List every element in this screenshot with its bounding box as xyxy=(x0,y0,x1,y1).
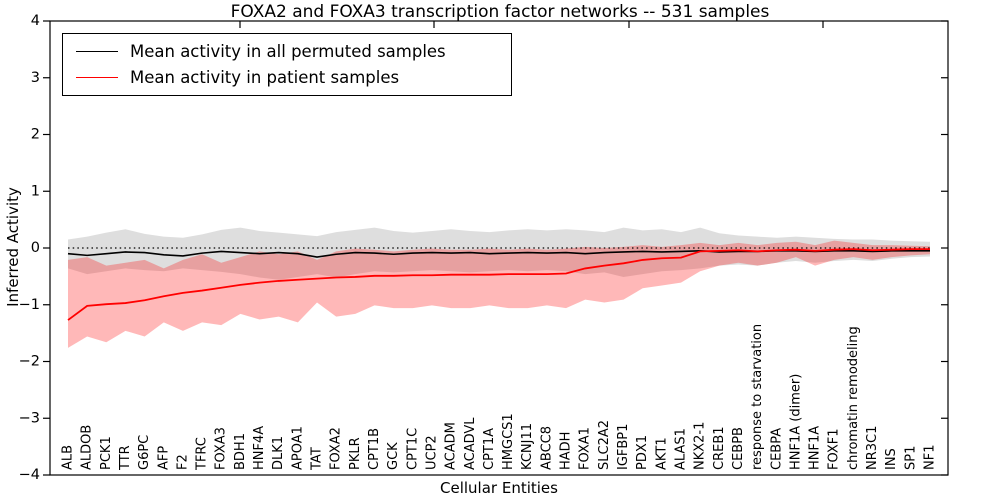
y-tick-label: −2 xyxy=(19,354,40,370)
mean-lines xyxy=(67,248,930,321)
y-tick-label: −1 xyxy=(19,297,40,313)
x-tick-label: TTR xyxy=(118,445,133,471)
x-tick-label: F2 xyxy=(175,454,190,470)
axis-ticks xyxy=(43,20,948,476)
y-tick-label: 2 xyxy=(31,127,40,143)
x-tick-label: AFP xyxy=(156,446,171,470)
x-tick-label: FOXF1 xyxy=(827,428,842,470)
x-tick-label: FOXA3 xyxy=(214,427,229,470)
y-tick-label: −3 xyxy=(19,410,40,426)
x-tick-label: CEBPA xyxy=(769,428,784,470)
x-tick-label: NKX2-1 xyxy=(693,422,708,470)
legend-item-permuted: Mean activity in all permuted samples xyxy=(76,42,511,61)
x-tick-label: IGFBP1 xyxy=(616,424,631,470)
x-tick-labels: ALB ALDOB PCK1 TTR G6PC AFP F2 TFRC FOXA3 BDH1 HNF… xyxy=(61,324,938,471)
x-tick-label: NR3C1 xyxy=(865,426,880,470)
y-tick-labels: 4 3 2 1 0 −1 −2 −3 −4 xyxy=(19,13,40,483)
x-tick-label: PKLR xyxy=(348,437,363,470)
x-tick-label: G6PC xyxy=(137,435,152,470)
x-tick-label: ACADM xyxy=(444,422,459,470)
x-tick-label: HNF4A xyxy=(252,426,267,470)
x-tick-label: CREB1 xyxy=(712,426,727,470)
patient-line-swatch xyxy=(76,77,118,79)
legend-item-patient: Mean activity in patient samples xyxy=(76,68,511,87)
legend: Mean activity in all permuted samples Me… xyxy=(62,33,512,96)
y-tick-label: 0 xyxy=(31,240,40,256)
x-tick-label: SLC2A2 xyxy=(597,420,612,470)
x-tick-label: UCP2 xyxy=(424,435,439,470)
x-tick-label: HNF1A (dimer) xyxy=(788,374,803,470)
y-tick-label: 1 xyxy=(31,183,40,199)
x-tick-label: PCK1 xyxy=(99,436,114,470)
y-tick-label: 4 xyxy=(31,13,40,29)
x-tick-label: NF1 xyxy=(923,445,938,470)
x-tick-label: chromatin remodeling xyxy=(846,326,861,470)
x-tick-label: TAT xyxy=(310,447,325,471)
x-tick-label: AKT1 xyxy=(654,437,669,470)
x-tick-label: BDH1 xyxy=(233,433,248,470)
x-tick-label: FOXA2 xyxy=(329,427,344,470)
confidence-bands xyxy=(68,227,930,348)
x-tick-label: INS xyxy=(884,448,899,470)
x-tick-label: APOA1 xyxy=(290,426,305,470)
x-tick-label: CPT1C xyxy=(405,428,420,470)
x-tick-label: FOXA1 xyxy=(578,427,593,470)
x-tick-label: ALAS1 xyxy=(673,428,688,470)
x-tick-label: CEBPB xyxy=(731,427,746,470)
x-tick-label: ALB xyxy=(61,445,76,470)
chart-title: FOXA2 and FOXA3 transcription factor net… xyxy=(230,2,770,22)
x-tick-label: PDX1 xyxy=(635,435,650,470)
x-tick-label: KCNJ11 xyxy=(520,423,535,470)
y-tick-label: −4 xyxy=(19,467,40,483)
patient-mean-line xyxy=(67,248,930,321)
x-tick-label: GCK xyxy=(386,442,401,470)
x-axis-title: Cellular Entities xyxy=(440,479,558,497)
x-tick-label: HMGCS1 xyxy=(501,413,516,470)
x-tick-label: SP1 xyxy=(903,446,918,470)
x-tick-label: DLK1 xyxy=(271,436,286,470)
x-tick-label: ABCC8 xyxy=(539,426,554,470)
x-tick-label: response to starvation xyxy=(750,324,765,470)
x-tick-label: ACADVL xyxy=(463,417,478,470)
y-tick-label: 3 xyxy=(31,70,40,86)
legend-item-patient-label: Mean activity in patient samples xyxy=(130,68,400,88)
x-tick-label: HADH xyxy=(559,432,574,470)
x-tick-label: HNF1A xyxy=(808,426,823,470)
x-tick-label: CPT1B xyxy=(367,428,382,470)
x-tick-label: CPT1A xyxy=(482,428,497,470)
y-axis-title: Inferred Activity xyxy=(4,187,22,307)
permuted-line-swatch xyxy=(76,50,118,52)
x-tick-label: ALDOB xyxy=(80,425,95,470)
legend-item-permuted-label: Mean activity in all permuted samples xyxy=(130,41,446,61)
x-tick-label: TFRC xyxy=(195,437,210,471)
patient-confidence-band xyxy=(68,240,930,348)
